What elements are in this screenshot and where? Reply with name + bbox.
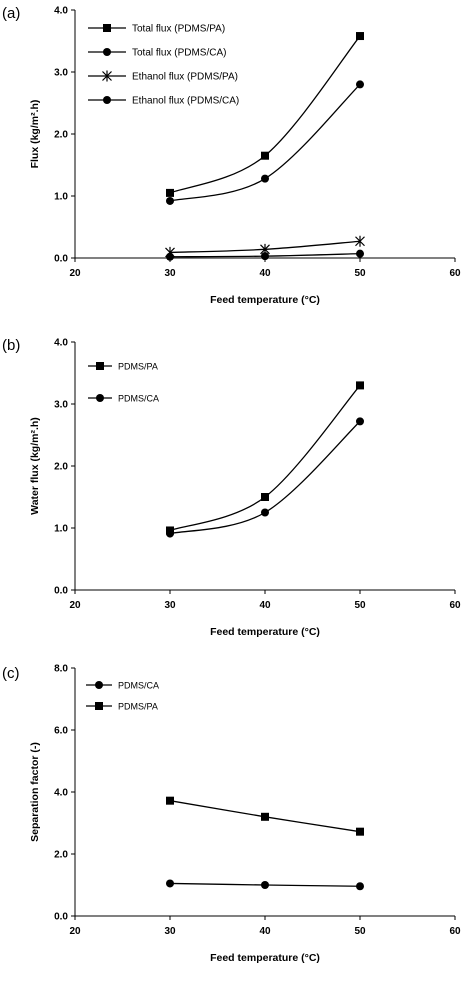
legend-marker xyxy=(103,96,111,104)
x-tick-label: 40 xyxy=(259,926,271,937)
x-tick-label: 50 xyxy=(354,926,366,937)
data-point xyxy=(261,493,269,501)
y-tick-label: 0.0 xyxy=(54,254,68,265)
data-point xyxy=(261,881,269,889)
chart-panel-1: (b) 0.0 1.0 2.0 3.0 4.0 20 30 40 50 60 Feed tempera… xyxy=(2,337,461,638)
series-3 xyxy=(166,249,364,261)
data-point xyxy=(261,252,269,261)
legend-entry: PDMS/CA xyxy=(86,681,159,691)
y-tick-label: 2.0 xyxy=(54,130,68,141)
x-tick-label: 60 xyxy=(449,268,461,279)
series-1 xyxy=(166,80,364,205)
legend-marker xyxy=(95,702,103,710)
legend-entry: Ethanol flux (PDMS/PA) xyxy=(88,70,238,83)
y-axis-title: Flux (kg/m².h) xyxy=(29,100,41,169)
legend-entry: Total flux (PDMS/CA) xyxy=(88,48,226,59)
legend-label: PDMS/PA xyxy=(118,702,158,712)
legend-marker xyxy=(96,362,104,370)
y-tick-label: 4.0 xyxy=(54,338,68,349)
data-point xyxy=(166,879,174,888)
legend-label: Ethanol flux (PDMS/CA) xyxy=(132,96,239,107)
x-tick-label: 50 xyxy=(354,268,366,279)
y-axis-title: Separation factor (-) xyxy=(29,742,41,842)
legend-marker xyxy=(102,70,112,82)
chart-panel-2: (c) 0.0 2.0 4.0 6.0 8.0 20 30 40 50 60 Feed tempera… xyxy=(2,664,461,965)
y-tick-label: 8.0 xyxy=(54,664,68,675)
x-tick-label: 50 xyxy=(354,600,366,611)
y-tick-label: 3.0 xyxy=(54,68,68,79)
y-tick-label: 2.0 xyxy=(54,462,68,473)
x-tick-label: 60 xyxy=(449,600,461,611)
legend-entry: Ethanol flux (PDMS/CA) xyxy=(88,96,239,107)
legend-label: PDMS/PA xyxy=(118,362,158,372)
x-tick-label: 40 xyxy=(259,600,271,611)
x-tick-label: 60 xyxy=(449,926,461,937)
y-tick-label: 3.0 xyxy=(54,400,68,411)
data-point xyxy=(166,196,174,205)
x-axis-title: Feed temperature (°C) xyxy=(210,294,320,306)
y-tick-label: 0.0 xyxy=(54,912,68,923)
legend-marker xyxy=(95,681,103,689)
legend-label: PDMS/CA xyxy=(118,394,159,404)
data-point xyxy=(356,381,364,390)
data-point xyxy=(356,417,364,426)
panel-label: (b) xyxy=(2,337,20,354)
data-point xyxy=(166,529,174,538)
series-line xyxy=(169,35,361,194)
x-tick-label: 20 xyxy=(69,600,81,611)
data-point xyxy=(356,32,364,41)
series-0 xyxy=(166,32,364,197)
x-tick-label: 30 xyxy=(164,268,176,279)
panel-label: (a) xyxy=(2,5,20,22)
panel-label: (c) xyxy=(2,665,20,682)
legend-entry: PDMS/CA xyxy=(88,394,159,404)
legend-label: Total flux (PDMS/PA) xyxy=(132,24,225,35)
series-line xyxy=(169,420,361,535)
legend-entry: PDMS/PA xyxy=(88,362,158,372)
data-point xyxy=(261,151,269,160)
y-tick-label: 1.0 xyxy=(54,192,68,203)
chart-panel-0: (a) 0.0 1.0 2.0 3.0 4.0 20 30 40 50 60 Feed tempera… xyxy=(2,5,461,306)
y-tick-label: 6.0 xyxy=(54,726,68,737)
y-tick-label: 2.0 xyxy=(54,850,68,861)
legend-marker xyxy=(96,394,104,402)
series-1 xyxy=(166,417,364,538)
series-1 xyxy=(166,796,364,836)
x-tick-label: 20 xyxy=(69,268,81,279)
y-tick-label: 4.0 xyxy=(54,6,68,17)
x-tick-label: 20 xyxy=(69,926,81,937)
legend-marker xyxy=(103,48,111,56)
legend-label: Total flux (PDMS/CA) xyxy=(132,48,226,59)
y-tick-label: 1.0 xyxy=(54,524,68,535)
data-point xyxy=(166,188,174,197)
y-tick-label: 4.0 xyxy=(54,788,68,799)
data-point xyxy=(261,174,269,183)
legend-label: Ethanol flux (PDMS/PA) xyxy=(132,72,238,83)
data-point xyxy=(356,80,364,89)
data-point xyxy=(166,796,174,805)
legend-label: PDMS/CA xyxy=(118,681,159,691)
legend-marker xyxy=(103,24,111,32)
data-point xyxy=(261,812,269,821)
data-point xyxy=(356,249,364,258)
legend-entry: PDMS/PA xyxy=(86,702,158,712)
data-point xyxy=(355,235,365,247)
data-point xyxy=(166,252,174,261)
x-tick-label: 30 xyxy=(164,926,176,937)
y-axis-title: Water flux (kg/m².h) xyxy=(29,417,41,515)
y-tick-label: 0.0 xyxy=(54,586,68,597)
x-axis-title: Feed temperature (°C) xyxy=(210,626,320,638)
data-point xyxy=(356,827,364,836)
x-tick-label: 40 xyxy=(259,268,271,279)
x-axis-title: Feed temperature (°C) xyxy=(210,952,320,964)
series-0 xyxy=(166,879,364,891)
legend-entry: Total flux (PDMS/PA) xyxy=(88,24,225,35)
x-tick-label: 30 xyxy=(164,600,176,611)
data-point xyxy=(356,882,364,891)
data-point xyxy=(261,508,269,517)
